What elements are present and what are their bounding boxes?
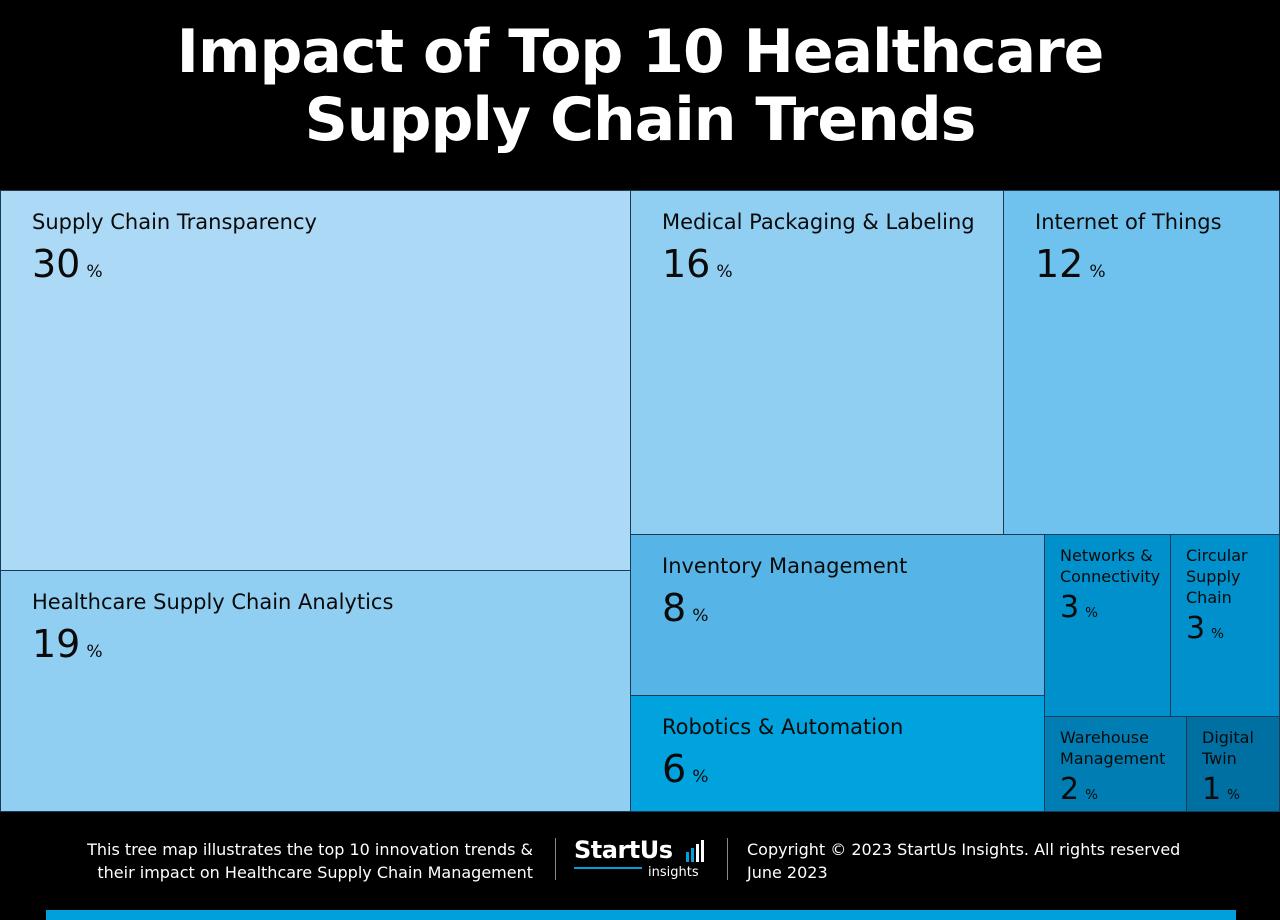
treemap-tile-label: Robotics & Automation [662, 715, 904, 739]
footer-divider-right [727, 838, 728, 880]
treemap-tile-label: Inventory Management [662, 554, 908, 578]
treemap-tile-internet-of-things: Internet of Things 12% [1003, 190, 1280, 535]
treemap-tile-label: Supply Chain Transparency [32, 210, 317, 234]
treemap-tile-unit: % [1089, 262, 1106, 282]
treemap-tile-number: 3 [1186, 611, 1206, 646]
treemap-tile-value: 19% [32, 621, 103, 675]
treemap-tile-digital-twin: Digital Twin 1% [1186, 716, 1280, 812]
treemap-tile-unit: % [692, 767, 709, 787]
treemap-tile-medical-packaging-and-labeling: Medical Packaging & Labeling 16% [630, 190, 1004, 535]
treemap-tile-value: 1% [1202, 773, 1240, 812]
treemap-tile-label: Medical Packaging & Labeling [662, 210, 975, 234]
treemap-tile-warehouse-management: Warehouse Management 2% [1044, 716, 1187, 812]
treemap-tile-unit: % [86, 642, 103, 662]
treemap-tile-value: 30% [32, 241, 103, 295]
treemap-tile-number: 2 [1060, 772, 1080, 807]
treemap-tile-label: Networks & Connectivity [1060, 546, 1161, 586]
treemap-tile-value: 12% [1035, 241, 1106, 295]
bar-chart-icon [686, 840, 704, 862]
treemap-tile-value: 3% [1186, 612, 1224, 651]
treemap-tile-value: 16% [662, 241, 733, 295]
treemap-tile-healthcare-supply-chain-analytics: Healthcare Supply Chain Analytics 19% [0, 570, 631, 812]
treemap-tile-label: Circular Supply Chain [1186, 546, 1248, 607]
treemap-tile-label: Warehouse Management [1060, 728, 1166, 768]
treemap-tile-unit: % [1227, 787, 1240, 803]
treemap-tile-unit: % [86, 262, 103, 282]
treemap-tile-value: 8% [662, 585, 708, 639]
treemap-tile-unit: % [1085, 787, 1098, 803]
copyright-text: Copyright © 2023 StartUs Insights. All r… [747, 840, 1181, 859]
footer: This tree map illustrates the top 10 inn… [0, 812, 1280, 920]
startus-insights-logo: StartUs insights [574, 836, 714, 884]
treemap-tile-supply-chain-transparency: Supply Chain Transparency 30% [0, 190, 631, 571]
chart-title-line-1: Impact of Top 10 Healthcare [176, 17, 1105, 87]
chart-title-line-2: Supply Chain Trends [304, 85, 977, 155]
treemap-tile-label: Healthcare Supply Chain Analytics [32, 590, 394, 614]
treemap-tile-unit: % [692, 606, 709, 626]
treemap-tile-networks-and-connectivity: Networks & Connectivity 3% [1044, 534, 1171, 717]
footer-divider-left [555, 838, 556, 880]
treemap-tile-robotics-and-automation: Robotics & Automation 6% [630, 695, 1045, 812]
treemap-tile-unit: % [1085, 605, 1098, 621]
treemap-tile-number: 3 [1060, 590, 1080, 625]
treemap-tile-label: Internet of Things [1035, 210, 1222, 234]
treemap-tile-value: 6% [662, 746, 708, 800]
treemap-tile-number: 12 [1035, 242, 1084, 286]
bottom-accent-bar [46, 910, 1236, 920]
chart-title: Impact of Top 10 Healthcare Supply Chain… [0, 18, 1280, 154]
treemap-tile-value: 3% [1060, 591, 1098, 630]
treemap-tile-inventory-management: Inventory Management 8% [630, 534, 1045, 696]
footer-description-line-2: their impact on Healthcare Supply Chain … [97, 863, 533, 882]
footer-description: This tree map illustrates the top 10 inn… [13, 838, 533, 884]
footer-description-line-1: This tree map illustrates the top 10 inn… [87, 840, 533, 859]
logo-underline [574, 867, 642, 869]
treemap-tile-number: 19 [32, 622, 81, 666]
copyright-date: June 2023 [747, 863, 828, 882]
treemap-tile-number: 16 [662, 242, 711, 286]
treemap-tile-value: 2% [1060, 773, 1098, 812]
treemap-tile-number: 1 [1202, 772, 1222, 807]
treemap-tile-unit: % [716, 262, 733, 282]
logo-brand-text: StartUs [574, 836, 673, 864]
treemap-tile-number: 8 [662, 586, 687, 630]
logo-sub-text: insights [648, 865, 699, 880]
treemap: Supply Chain Transparency 30% Healthcare S… [0, 190, 1280, 812]
treemap-tile-circular-supply-chain: Circular Supply Chain 3% [1170, 534, 1280, 717]
treemap-tile-unit: % [1211, 626, 1224, 642]
treemap-tile-label: Digital Twin [1202, 728, 1254, 768]
treemap-tile-number: 30 [32, 242, 81, 286]
footer-copyright: Copyright © 2023 StartUs Insights. All r… [747, 838, 1180, 884]
treemap-tile-number: 6 [662, 747, 687, 791]
